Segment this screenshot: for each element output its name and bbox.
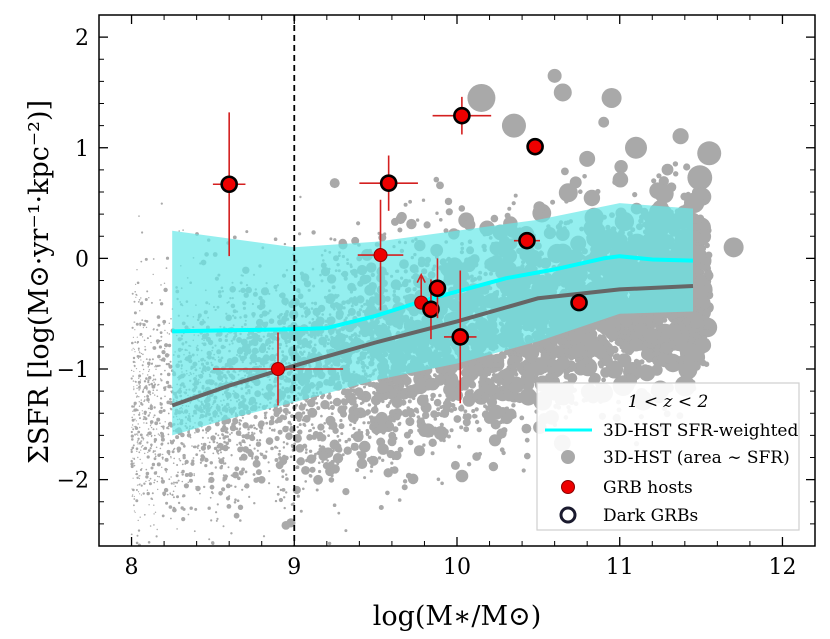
legend-label-dark-grbs: Dark GRBs [603, 506, 698, 526]
grb-host-point [428, 258, 447, 319]
grb-marker [271, 362, 285, 376]
y-tick-label: 0 [75, 247, 89, 272]
legend-label-sfr-weighted: 3D-HST SFR-weighted [603, 421, 798, 441]
legend-open-circle-swatch [559, 506, 577, 524]
x-axis-label: log(M∗/M⊙) [373, 601, 542, 632]
grb-host-point [212, 332, 344, 406]
y-axis-label: ΣSFR [log(M⊙·yr⁻¹·kpc⁻²)] [24, 100, 55, 464]
grb-host-point [526, 137, 544, 156]
grb-host-point [357, 199, 404, 311]
grb-host-point [422, 279, 440, 340]
legend-label-grb-hosts: GRB hosts [603, 478, 693, 498]
x-tick-label: 9 [287, 555, 301, 580]
x-axis-title: log(M∗/M⊙) [373, 601, 542, 632]
grb-host-point [443, 270, 477, 404]
x-tick-label: 12 [768, 555, 796, 580]
y-tick-label: 2 [75, 26, 89, 51]
y-tick-label: −1 [57, 358, 89, 383]
y-tick-label: −2 [57, 469, 89, 494]
x-tick-label: 11 [606, 555, 634, 580]
grb-limit-arrowhead [416, 272, 426, 283]
dark-grb-marker [518, 231, 536, 250]
legend: 1 < z < 2 3D-HST SFR-weighted 3D-HST (ar… [536, 382, 800, 531]
grb-host-point [432, 96, 492, 135]
dark-grb-marker [428, 279, 447, 298]
grb-marker [373, 248, 388, 263]
grb-host-point [513, 231, 540, 250]
y-tick-label: 1 [75, 137, 89, 162]
x-tick-label: 8 [125, 555, 139, 580]
grb-host-point [359, 155, 418, 211]
grb-hosts [212, 96, 588, 406]
dark-grb-marker [220, 175, 238, 194]
dark-grb-marker [451, 328, 470, 346]
dark-grb-marker [526, 137, 544, 156]
legend-red-circle-swatch [561, 480, 575, 494]
legend-label-3dhst: 3D-HST (area ∼ SFR) [603, 448, 790, 468]
legend-title: 1 < z < 2 [628, 392, 709, 412]
dark-grb-marker [453, 106, 471, 125]
band-area [172, 203, 693, 436]
sfr-weighted-band [172, 203, 693, 436]
dark-grb-marker [570, 293, 588, 312]
grb-host-point [212, 112, 246, 257]
legend-gray-circle-swatch [561, 450, 575, 464]
dark-grb-marker [379, 174, 398, 192]
dark-grb-marker [422, 300, 440, 319]
y-axis-title: ΣSFR [log(M⊙·yr⁻¹·kpc⁻²)] [24, 100, 55, 464]
grb-host-point [570, 293, 588, 312]
legend-box [536, 382, 800, 531]
median-line [171, 284, 694, 408]
x-tick-label: 10 [443, 555, 471, 580]
